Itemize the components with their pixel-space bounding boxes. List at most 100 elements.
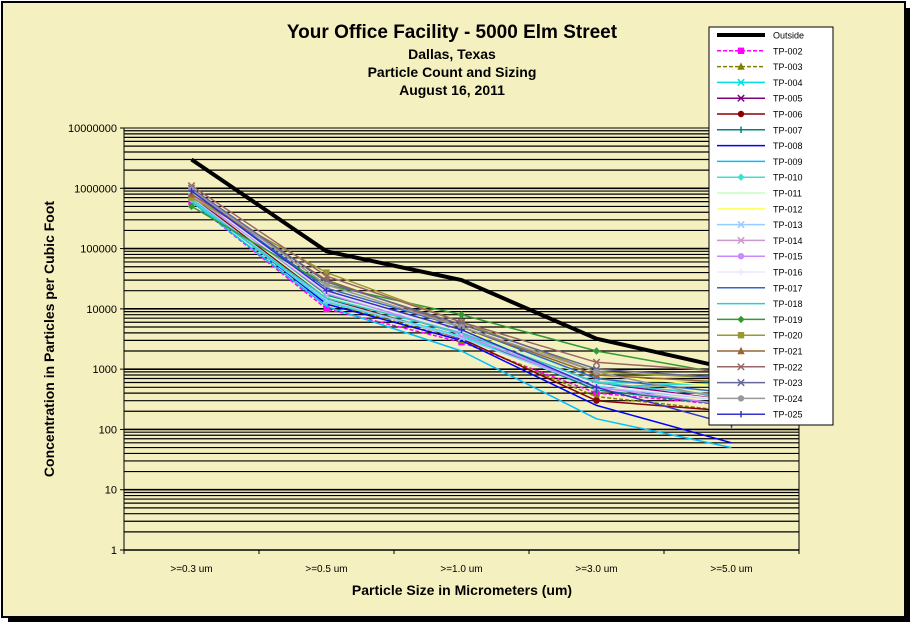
legend-item: TP-003 [717,62,803,72]
series-point [593,368,600,376]
legend-marker [737,236,745,245]
x-tick-label: >=3.0 um [575,564,617,575]
legend-label: TP-013 [773,220,803,230]
legend-label: TP-019 [773,315,803,325]
legend-marker [737,315,745,324]
legend-label: TP-002 [773,46,803,56]
legend-item: TP-004 [717,78,803,88]
legend-item: TP-002 [717,46,803,56]
legend-marker [737,363,745,371]
x-tick-label: >=1.0 um [440,564,482,575]
legend-item: TP-008 [717,141,803,151]
series-point [322,272,331,280]
chart-shadow-bottom [8,617,910,622]
series-point [593,384,600,391]
legend-item: TP-011 [717,189,802,199]
legend-label: TP-018 [773,299,803,309]
legend-marker [737,411,745,418]
legend-item: TP-019 [717,315,803,325]
chart-subtitle-line-2: Particle Count and Sizing [368,64,537,80]
legend-item: TP-018 [717,299,803,309]
legend-label: TP-009 [773,157,803,167]
legend-item: TP-025 [717,410,803,420]
legend-item: TP-015 [717,252,803,262]
series-point [323,305,330,313]
legend-label: TP-022 [773,362,803,372]
legend-marker [737,62,745,70]
x-axis-label: Particle Size in Micrometers (um) [352,582,572,598]
series-point [592,347,601,355]
legend-item: TP-012 [717,204,803,214]
legend-label: TP-016 [773,268,803,278]
legend-item: TP-005 [717,94,803,104]
legend-marker [737,78,745,87]
series-point [188,194,195,201]
legend-marker [737,47,745,54]
legend-label: TP-023 [773,378,803,388]
chart-subtitle-line-3: August 16, 2011 [399,82,505,98]
series-point [592,392,601,400]
legend-item: TP-023 [717,378,803,388]
legend-marker [737,126,745,133]
legend-label: TP-008 [773,141,803,151]
x-tick-label: >=0.5 um [305,564,347,575]
chart-title: Your Office Facility - 5000 Elm Street [287,22,618,43]
legend-item: TP-022 [717,362,803,372]
legend-label: TP-007 [773,125,803,135]
legend-label: TP-006 [773,110,803,120]
series-point [188,187,195,195]
legend-item: TP-021 [717,347,803,357]
legend-label: TP-020 [773,331,803,341]
legend-label: TP-003 [773,62,803,72]
x-tick-label: >=0.3 um [170,564,212,575]
chart-subtitle-line-1: Dallas, Texas [408,46,496,62]
series-point [458,326,465,333]
legend-box [708,26,834,426]
y-tick-label: 1000 [93,364,117,376]
series-tp-009 [191,201,732,449]
legend-item: TP-006 [717,110,803,120]
series-point [322,296,331,304]
legend-item: TP-017 [717,283,803,293]
legend-item: TP-016 [717,268,803,278]
y-tick-label: 100 [99,424,117,436]
y-tick-label: 10000 [86,304,117,316]
y-tick-label: 1 [111,545,117,557]
series-outside [190,157,732,372]
legend-marker [737,332,745,339]
series-line [191,201,732,407]
y-axis-ticks: 1 10 100 1000 10000 100000 1000000 10000000 [68,123,124,557]
y-tick-label: 100000 [80,244,117,256]
legend-label: TP-004 [773,78,803,88]
legend-marker [737,94,745,102]
series-line [190,157,732,372]
series-point [323,269,330,276]
legend-label: TP-025 [773,410,803,420]
legend-item: TP-010 [717,173,803,183]
y-tick-label: 1000000 [74,183,117,195]
legend-item: TP-024 [717,394,803,404]
y-axis-label: Concentration in Particles per Cubic Foo… [41,201,57,477]
x-tick-label: >=5.0 um [710,564,752,575]
y-tick-label: 10 [105,485,117,497]
series-line [191,201,732,449]
legend-item: Outside [717,31,804,41]
legend-marker [737,253,745,260]
series-point [592,358,601,367]
legend-label: TP-005 [773,94,803,104]
legend-marker [737,268,745,276]
series-lines [187,157,736,449]
series-point [187,202,196,211]
chart-shadow [905,8,910,621]
series-point [457,310,466,319]
x-axis-ticks: >=0.3 um >=0.5 um >=1.0 um >=3.0 um >=5.0 um [123,550,800,575]
legend-label: TP-012 [773,204,803,214]
legend-marker [737,395,745,402]
series-point [323,287,330,294]
legend-label: Outside [773,31,804,41]
legend-marker [737,220,745,229]
legend-marker [737,378,745,387]
legend-label: TP-015 [773,252,803,262]
